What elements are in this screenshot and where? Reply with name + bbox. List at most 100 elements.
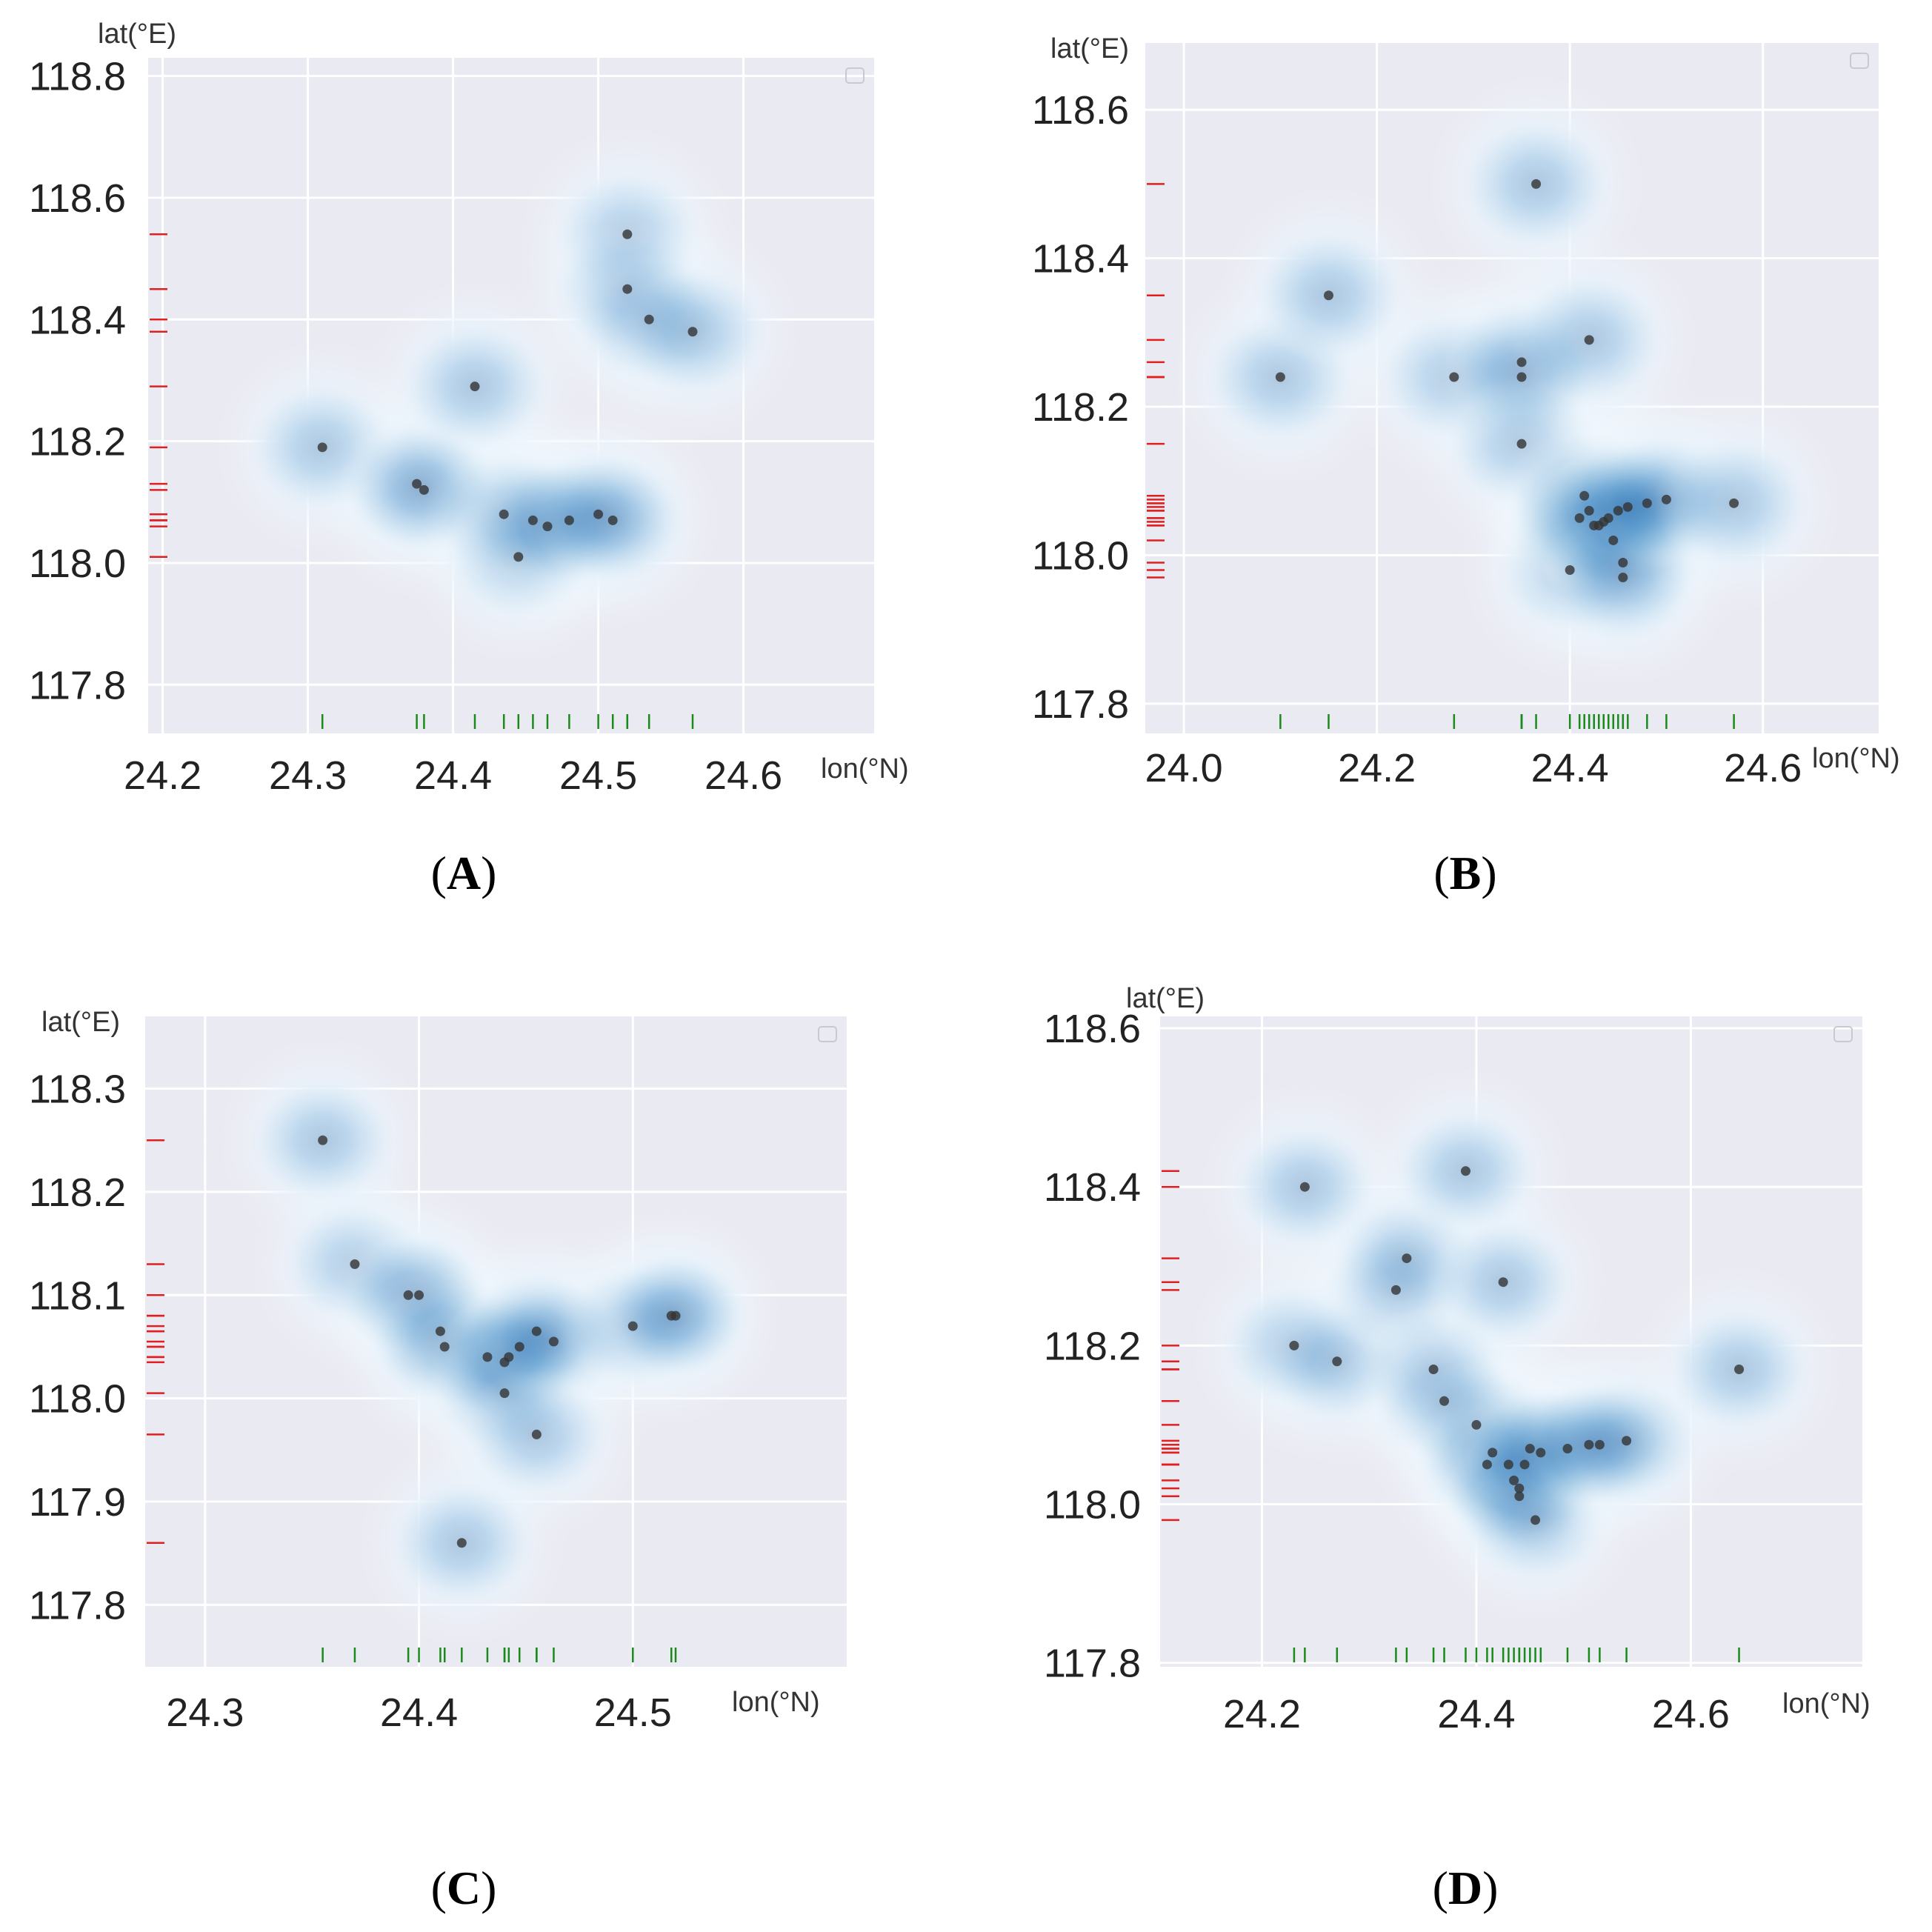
scatter-point xyxy=(1275,372,1285,382)
x-tick-label: 24.6 xyxy=(1652,1692,1730,1736)
scatter-point xyxy=(499,1388,510,1399)
legend-box xyxy=(845,67,865,84)
y-tick-label: 118.3 xyxy=(29,1067,126,1112)
scatter-point xyxy=(564,515,574,525)
x-tick-label: 24.4 xyxy=(1531,746,1609,790)
scatter-point xyxy=(419,484,429,495)
scatter-point xyxy=(318,1135,328,1145)
y-axis-label: lat(°E) xyxy=(1050,33,1129,64)
scatter-point xyxy=(1622,1436,1632,1446)
scatter-point xyxy=(1729,498,1739,508)
y-axis-label: lat(°E) xyxy=(41,1007,120,1038)
scatter-point xyxy=(1562,1444,1573,1454)
legend-box xyxy=(818,1026,837,1042)
scatter-point xyxy=(1514,1483,1525,1493)
y-tick-label: 118.0 xyxy=(1032,533,1129,578)
x-axis-label: lon(°N) xyxy=(732,1687,820,1718)
scatter-point xyxy=(644,314,654,324)
x-tick-label: 24.5 xyxy=(559,753,637,798)
scatter-point xyxy=(1488,1448,1498,1458)
x-tick-label: 24.2 xyxy=(124,753,201,798)
y-tick-label: 118.4 xyxy=(1032,237,1129,282)
scatter-point xyxy=(1565,565,1575,576)
y-tick-label: 118.0 xyxy=(29,542,126,586)
x-tick-label: 24.0 xyxy=(1145,746,1223,790)
scatter-point xyxy=(1402,1253,1412,1264)
y-tick-label: 118.2 xyxy=(1044,1324,1141,1368)
scatter-point xyxy=(1514,1491,1525,1502)
y-tick-label: 118.4 xyxy=(1044,1165,1141,1210)
scatter-point xyxy=(350,1259,360,1269)
scatter-point xyxy=(531,1429,542,1439)
scatter-point xyxy=(1503,1459,1513,1470)
x-tick-label: 24.3 xyxy=(269,753,347,798)
panel-caption: (D) xyxy=(1433,1862,1499,1914)
panel-B: 24.0 24.2 24.4 24.6 117.8 118.0 118.2 118.4 118.… xyxy=(1032,33,1900,899)
scatter-point xyxy=(317,442,327,453)
scatter-point xyxy=(1324,290,1333,301)
y-tick-label: 118.2 xyxy=(29,420,126,464)
scatter-point xyxy=(412,479,422,489)
scatter-point xyxy=(1289,1340,1299,1350)
y-axis-label: lat(°E) xyxy=(1126,983,1205,1014)
scatter-point xyxy=(482,1352,493,1362)
x-tick-label: 24.2 xyxy=(1223,1692,1301,1736)
x-axis-label: lon(°N) xyxy=(1782,1688,1871,1719)
legend-box xyxy=(1833,1026,1853,1042)
scatter-point xyxy=(1498,1277,1508,1288)
y-tick-label: 118.6 xyxy=(29,176,126,221)
scatter-point xyxy=(593,509,604,519)
scatter-point xyxy=(1332,1356,1342,1367)
scatter-point xyxy=(499,509,509,519)
scatter-point xyxy=(1618,573,1628,583)
y-tick-label: 118.6 xyxy=(1032,88,1129,133)
scatter-point xyxy=(1536,1448,1546,1458)
x-axis-label: lon(°N) xyxy=(1812,743,1900,774)
panel-caption: (C) xyxy=(431,1862,497,1914)
y-tick-label: 118.0 xyxy=(1044,1483,1141,1528)
scatter-point xyxy=(607,515,618,525)
x-tick-label: 24.6 xyxy=(1724,746,1802,790)
scatter-point xyxy=(1525,1444,1535,1454)
scatter-point xyxy=(622,284,633,294)
scatter-point xyxy=(456,1538,467,1548)
scatter-point xyxy=(414,1290,424,1300)
panel-D: 24.2 24.4 24.6 117.8 118.0 118.2 118.4 118.6lat… xyxy=(1044,983,1871,1914)
scatter-point xyxy=(1574,513,1585,523)
scatter-point xyxy=(439,1342,450,1352)
scatter-point xyxy=(687,327,698,337)
x-tick-label: 24.6 xyxy=(704,753,782,798)
legend-box xyxy=(1850,53,1869,69)
panel-A: 24.2 24.3 24.4 24.5 24.6 117.8 118.0 118.2 118.4… xyxy=(29,19,909,899)
y-tick-label: 118.0 xyxy=(29,1377,126,1422)
scatter-point xyxy=(1439,1396,1450,1406)
scatter-point xyxy=(1584,1439,1594,1450)
y-tick-label: 118.1 xyxy=(29,1273,126,1318)
scatter-point xyxy=(470,382,480,392)
y-tick-label: 118.2 xyxy=(29,1170,126,1215)
y-tick-label: 117.9 xyxy=(29,1480,126,1525)
scatter-point xyxy=(435,1326,445,1336)
scatter-point xyxy=(1613,505,1623,516)
scatter-point xyxy=(504,1352,514,1362)
scatter-point xyxy=(1299,1182,1310,1192)
scatter-point xyxy=(1622,502,1633,512)
scatter-point xyxy=(1460,1166,1470,1176)
scatter-point xyxy=(1608,535,1619,545)
scatter-point xyxy=(513,552,524,562)
y-tick-label: 118.6 xyxy=(1044,1007,1141,1051)
scatter-point xyxy=(1471,1419,1482,1430)
y-tick-label: 117.8 xyxy=(29,663,126,707)
y-tick-label: 118.2 xyxy=(1032,385,1129,430)
panel-caption: (A) xyxy=(431,847,497,899)
scatter-point xyxy=(542,522,553,532)
scatter-point xyxy=(1661,494,1671,504)
scatter-point xyxy=(1531,179,1542,189)
scatter-point xyxy=(1603,513,1613,523)
scatter-point xyxy=(1516,357,1527,367)
x-tick-label: 24.5 xyxy=(594,1691,672,1735)
scatter-point xyxy=(514,1342,524,1352)
x-tick-label: 24.4 xyxy=(1437,1692,1515,1736)
y-tick-label: 118.4 xyxy=(29,298,126,342)
